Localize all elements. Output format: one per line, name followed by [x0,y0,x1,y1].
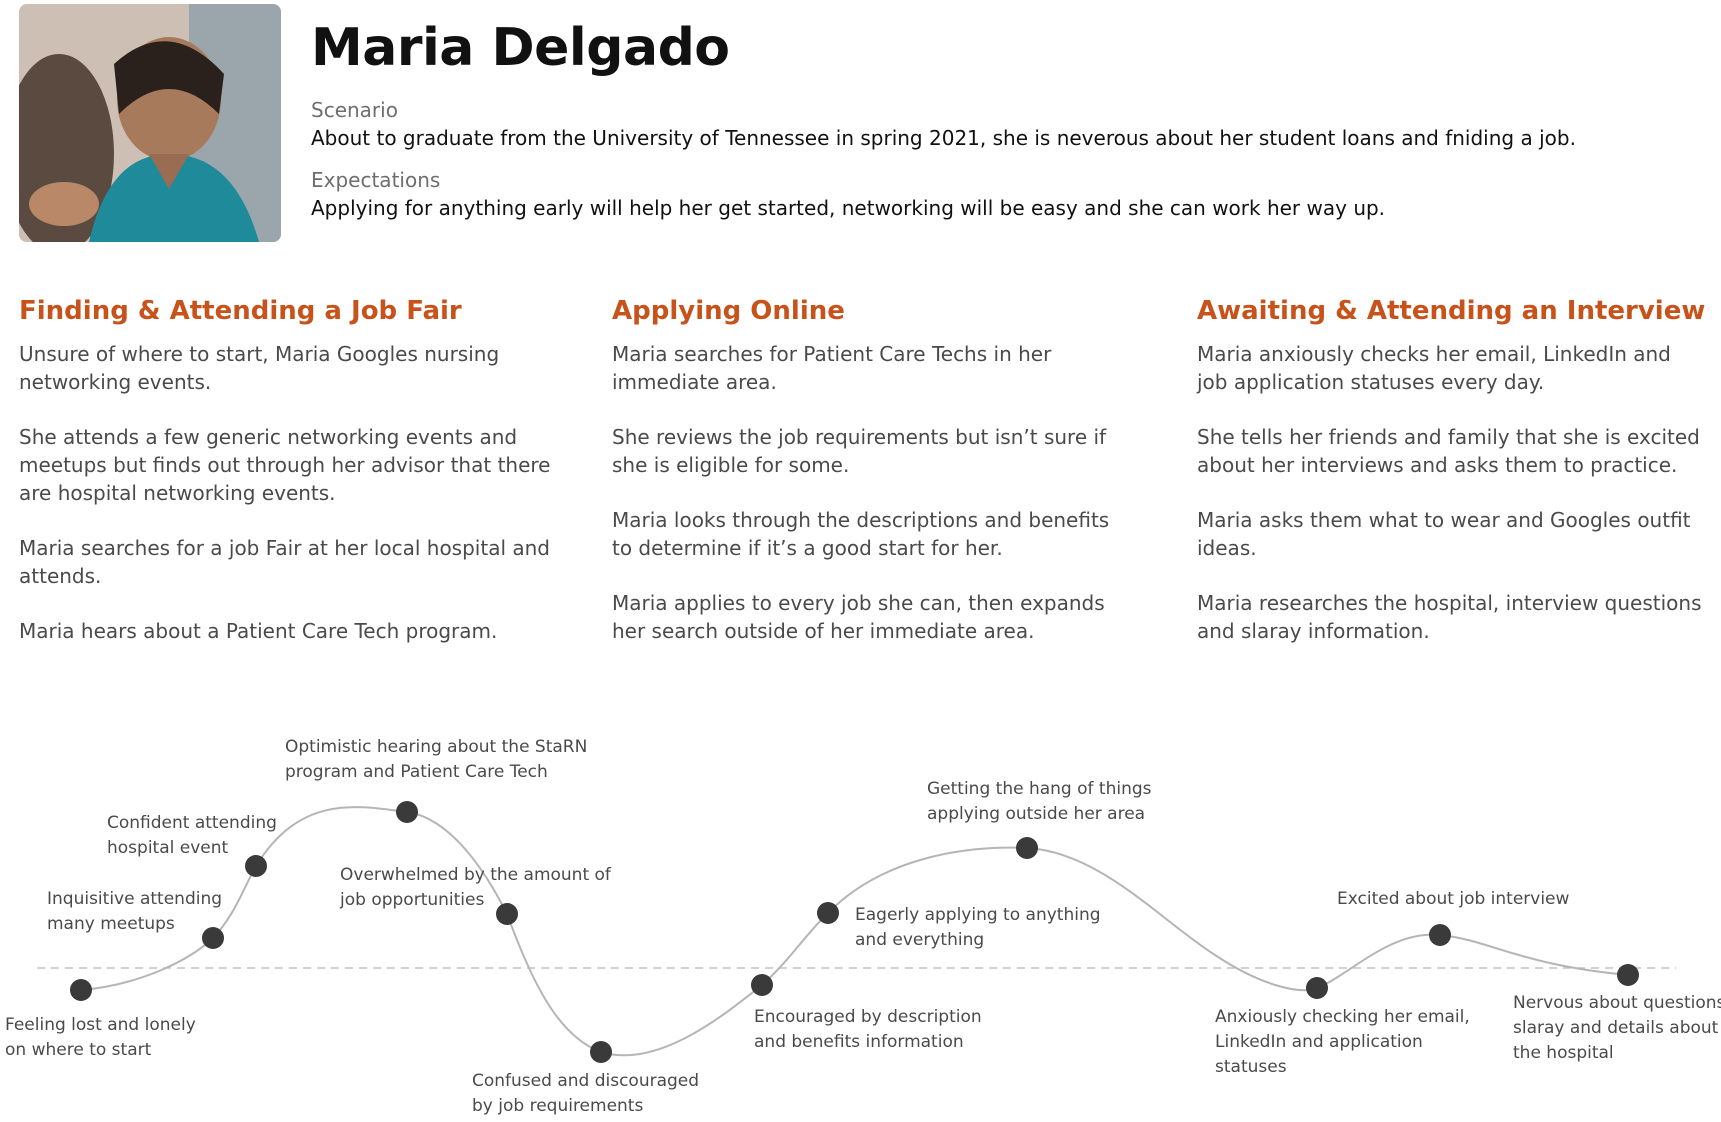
expectations-label: Expectations [311,168,441,192]
phase-title: Applying Online [612,296,845,326]
phase-column: Applying Online Maria searches for Patie… [612,296,1112,672]
emotion-label: Excited about job interview [1337,889,1570,909]
emotion-label-line: Confident attending [107,813,277,833]
emotion-label-line: Feeling lost and lonely [5,1015,196,1035]
scenario-label: Scenario [311,98,398,122]
phase-paragraph: She tells her friends and family that sh… [1197,425,1700,477]
emotion-label: Getting the hang of things applying outsi… [927,779,1152,824]
emotion-label: Confident attending hospital event [107,813,277,858]
emotion-label: Overwhelmed by the amount of job opportun… [339,865,612,910]
emotion-label: Confused and discouraged by job requireme… [472,1071,699,1116]
emotion-label-line: LinkedIn and application [1215,1032,1423,1052]
emotion-label-line: slaray and details about [1513,1018,1719,1038]
emotion-point [245,855,267,877]
persona-photo [19,4,281,242]
emotion-label-line: Anxiously checking her email, [1215,1007,1470,1027]
emotion-label-line: job opportunities [339,890,484,910]
emotion-label: Encouraged by description and benefits in… [754,1007,982,1052]
phase-paragraph: She reviews the job requirements but isn… [612,425,1107,477]
persona-photo-illustration [19,4,281,242]
emotion-label-line: and benefits information [754,1032,964,1052]
emotion-point [70,979,92,1001]
emotion-point [396,801,418,823]
emotion-label-line: Eagerly applying to anything [855,905,1101,925]
emotion-label-line: on where to start [5,1040,152,1060]
phase-paragraph: Maria applies to every job she can, then… [612,591,1105,643]
phase-column: Finding & Attending a Job Fair Unsure of… [19,296,559,672]
emotion-label: Inquisitive attending many meetups [47,889,222,934]
emotion-label-line: statuses [1215,1057,1287,1077]
emotion-point [1306,977,1328,999]
emotion-label-line: Excited about job interview [1337,889,1570,909]
phase-paragraph: Maria looks through the descriptions and… [612,508,1110,560]
emotion-label-line: hospital event [107,838,229,858]
emotion-label-line: by job requirements [472,1096,643,1116]
emotion-label-line: Overwhelmed by the amount of [340,865,612,885]
emotion-label-line: many meetups [47,914,175,934]
scenario-text: About to graduate from the University of… [311,126,1576,150]
emotion-label: Eagerly applying to anything and everythi… [855,905,1101,950]
emotion-point [1617,964,1639,986]
emotion-point [1429,924,1451,946]
emotion-point [1016,837,1038,859]
emotion-label-line: Inquisitive attending [47,889,222,909]
emotion-journey-curve: Feeling lost and lonely on where to start… [5,737,1721,1116]
phase-title: Finding & Attending a Job Fair [19,296,462,326]
expectations-text: Applying for anything early will help he… [311,196,1386,220]
phase-paragraph: Maria anxiously checks her email, Linked… [1197,342,1671,394]
emotion-label: Anxiously checking her email, LinkedIn an… [1215,1007,1470,1077]
phase-paragraph: Maria hears about a Patient Care Tech pr… [19,619,498,643]
emotion-label-line: the hospital [1513,1043,1614,1063]
emotion-label-line: Confused and discouraged [472,1071,699,1091]
emotion-label-line: Optimistic hearing about the StaRN [285,737,587,757]
emotion-point [496,903,518,925]
emotion-point [817,902,839,924]
emotion-label: Nervous about questions, slaray and detai… [1513,993,1721,1063]
emotion-point [590,1041,612,1063]
emotion-point [751,974,773,996]
phase-column: Awaiting & Attending an Interview Maria … [1197,296,1707,672]
emotion-label-line: Nervous about questions, [1513,993,1721,1013]
phase-title: Awaiting & Attending an Interview [1197,296,1706,326]
emotion-label-line: Getting the hang of things [927,779,1152,799]
emotion-label: Optimistic hearing about the StaRN progra… [285,737,587,782]
emotion-label: Feeling lost and lonely on where to start [5,1015,196,1060]
phase-paragraph: Maria asks them what to wear and Googles… [1197,508,1691,560]
emotion-label-line: Encouraged by description [754,1007,982,1027]
phase-paragraph: She attends a few generic networking eve… [19,425,551,505]
phase-paragraph: Maria researches the hospital, interview… [1197,591,1702,643]
emotion-label-line: applying outside her area [927,804,1145,824]
emotion-point [202,927,224,949]
phase-paragraph: Unsure of where to start, Maria Googles … [19,342,500,394]
phase-paragraph: Maria searches for Patient Care Techs in… [612,342,1052,394]
phase-paragraph: Maria searches for a job Fair at her loc… [19,536,550,588]
emotion-label-line: and everything [855,930,984,950]
persona-name: Maria Delgado [311,18,730,78]
emotion-label-line: program and Patient Care Tech [285,762,548,782]
